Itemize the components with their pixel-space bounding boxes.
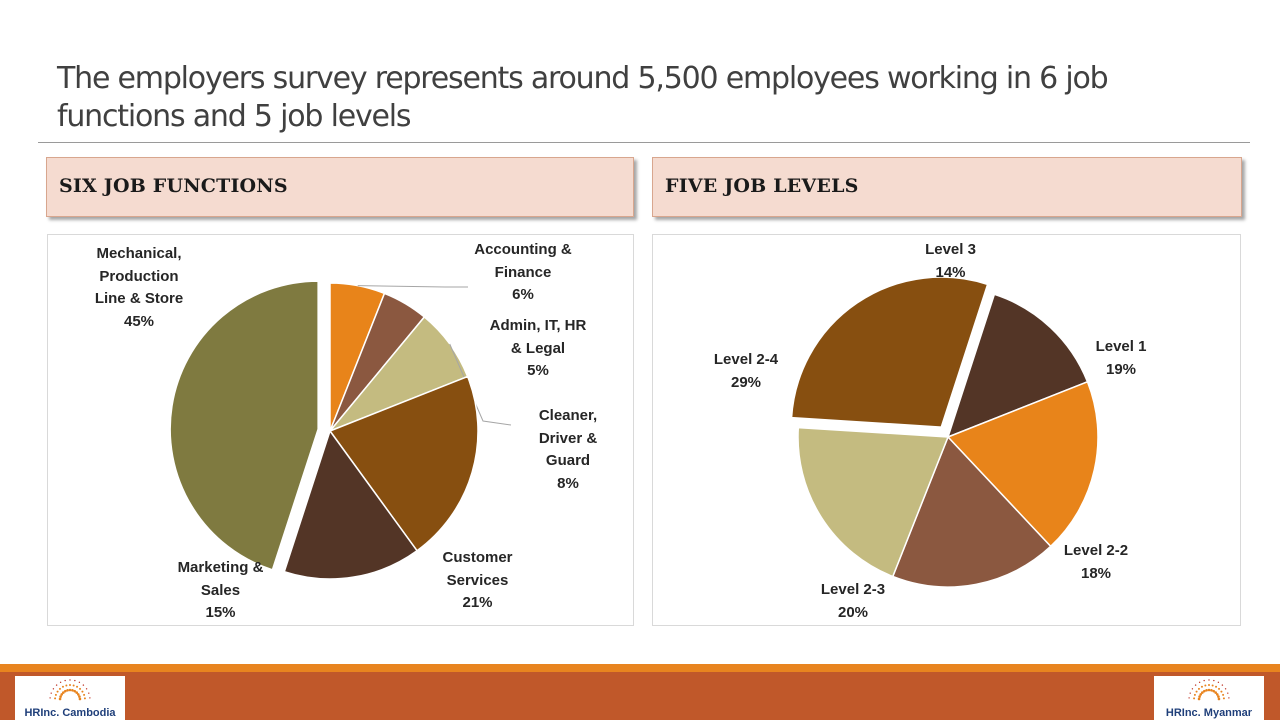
pie-slice-level-2-3 [797, 426, 950, 578]
data-label-mechanical-production-line-and-store: Mechanical, Production Line & Store 45% [94, 245, 184, 330]
job-levels-chart: Level 3 14% Level 1 19% Level 2-2 18% Level… [652, 234, 1241, 626]
hrinc-myanmar-logo: HRInc. Myanmar [1154, 676, 1264, 720]
data-label-accounting-and-finance: Accounting & Finance 6% [474, 241, 572, 303]
data-label-admin-it-hr-and-legal: Admin, IT, HR & Legal 5% [489, 317, 587, 379]
data-label-level-2-3: Level 2-3 20% [820, 581, 886, 621]
leader-line-accounting-and-finance [357, 285, 468, 288]
pie-slice-level-2-2 [891, 435, 1052, 588]
logo-brand-text: HRInc. Cambodia [24, 707, 116, 719]
pie-slice-customer-services [328, 375, 479, 552]
hrinc-cambodia-logo: HRInc. Cambodia [15, 676, 125, 720]
section-header-job-levels: FIVE JOB LEVELS [652, 157, 1242, 217]
section-header-job-functions: SIX JOB FUNCTIONS [46, 157, 634, 217]
data-label-cleaner-driver-and-guard: Cleaner, Driver & Guard 8% [538, 407, 598, 492]
sunburst-icon [49, 679, 91, 701]
pie-slice-level-3 [946, 293, 1089, 439]
leader-line-cleaner-driver-and-guard [449, 343, 512, 426]
data-label-customer-services: Customer Services 21% [442, 549, 513, 611]
footer-accent-line [0, 664, 1280, 672]
data-label-level-2-2: Level 2-2 18% [1063, 542, 1129, 582]
pie-slice-level-2-4 [790, 276, 989, 428]
pie-slice-mechanical-production-line-and-store [169, 280, 319, 571]
sunburst-icon [1188, 679, 1230, 701]
data-label-marketing-and-sales: Marketing & Sales 15% [177, 559, 264, 621]
logo-brand-text: HRInc. Myanmar [1165, 707, 1253, 719]
title-divider [38, 142, 1250, 143]
job-functions-chart: Accounting & Finance 6% Admin, IT, HR & L… [47, 234, 634, 626]
pie-slice-marketing-and-sales [283, 429, 419, 580]
data-label-level-2-4: Level 2-4 29% [713, 351, 779, 391]
pie-slice-level-1 [946, 380, 1099, 548]
section-header-label: SIX JOB FUNCTIONS [59, 175, 288, 197]
section-header-label: FIVE JOB LEVELS [665, 175, 859, 197]
data-label-level-3: Level 3 14% [925, 241, 976, 281]
data-label-level-1: Level 1 19% [1095, 338, 1147, 378]
slide-title: The employers survey represents around 5… [57, 61, 1109, 134]
job-functions-pie [169, 280, 512, 580]
footer-band [0, 672, 1280, 720]
job-levels-pie [790, 276, 1099, 588]
